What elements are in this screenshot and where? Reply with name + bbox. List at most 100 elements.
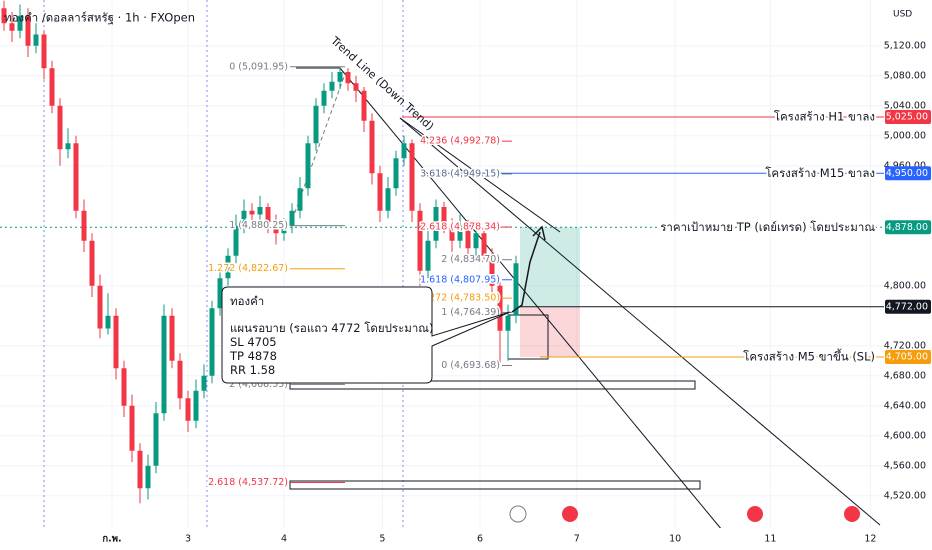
candle-body	[433, 207, 439, 241]
fib-trend	[289, 73, 346, 227]
candle-body	[249, 210, 255, 215]
event-icon[interactable]	[562, 506, 578, 522]
x-tick-label: 11	[764, 534, 776, 545]
candle-body	[353, 83, 359, 91]
candle-body	[73, 143, 79, 211]
x-tick-label: 3	[185, 534, 191, 545]
candle-body	[385, 188, 391, 211]
candle-body	[233, 225, 239, 256]
event-icon[interactable]	[747, 506, 763, 522]
fib-label: 2.618 (4,878.34)	[420, 221, 500, 232]
candle-body	[273, 222, 279, 234]
level-name: โครงสร้าง M15 ขาลง	[765, 166, 875, 180]
trend-line	[399, 117, 561, 233]
x-tick-label: 4	[281, 534, 287, 545]
candle-body	[57, 105, 63, 150]
fib-label: 2 (4,834.70)	[441, 254, 500, 265]
y-tick-label: 4,960.00	[884, 160, 926, 171]
price-label-box	[885, 110, 931, 124]
y-tick-label: 4,560.00	[884, 460, 926, 471]
y-tick-label: 4,600.00	[884, 430, 926, 441]
candle-body	[289, 210, 295, 226]
candle-body	[169, 315, 175, 361]
y-tick-label: 4,720.00	[884, 340, 926, 351]
fib-label: 0 (5,091.95)	[229, 61, 288, 72]
fib-label: 4.236 (4,992.78)	[420, 136, 500, 147]
candle-body	[449, 225, 455, 241]
event-icon[interactable]	[844, 506, 860, 522]
candle-body	[473, 233, 479, 249]
level-name: โครงสร้าง H1 ขาลง	[774, 110, 875, 124]
y-tick-label: 4,800.00	[884, 280, 926, 291]
candle-body	[305, 143, 311, 189]
candle-body	[425, 240, 431, 271]
candle-body	[97, 285, 103, 329]
candle-body	[217, 278, 223, 309]
candle-body	[177, 360, 183, 399]
fib-label: 1.618 (4,807.95)	[420, 274, 500, 285]
zones	[520, 227, 580, 357]
chart-title: ทองคำ /ดอลลาร์สหรัฐ · 1h · FXOpen	[4, 11, 195, 25]
candle-body	[417, 210, 423, 271]
note-line: SL 4705	[230, 335, 277, 349]
candle-body	[129, 405, 135, 451]
candle-body	[265, 207, 271, 222]
y-tick-label: 5,000.00	[884, 130, 926, 141]
time-axis	[0, 528, 932, 550]
candle-body	[89, 240, 95, 286]
note-line: RR 1.58	[230, 363, 275, 377]
fib-label: 0 (4,693.68)	[441, 360, 500, 371]
event-icon[interactable]	[509, 505, 527, 523]
x-tick-label: 7	[574, 534, 580, 545]
candle-body	[201, 375, 207, 391]
price-label: 4,950.00	[886, 168, 928, 179]
currency: USD	[893, 10, 912, 20]
candle-body	[9, 23, 15, 31]
x-tick-label: ก.พ.	[102, 534, 121, 545]
candle-body	[361, 90, 367, 121]
candle-body	[481, 233, 487, 256]
fib-label: 1.272 (4,783.50)	[420, 293, 500, 304]
price-label: 5,025.00	[886, 112, 928, 123]
candle-body	[33, 34, 39, 46]
x-tick-label: 5	[379, 534, 385, 545]
candle-body	[313, 105, 319, 144]
candle-body	[41, 34, 47, 69]
note-box	[221, 286, 511, 384]
candle-body	[281, 225, 287, 234]
candle-body	[345, 72, 351, 84]
tp-zone	[520, 227, 580, 307]
candles	[1, 0, 519, 504]
price-label-box	[885, 220, 931, 235]
sl-zone	[520, 306, 580, 357]
candle-body	[321, 90, 327, 106]
x-tick-label: 12	[864, 534, 876, 545]
candle-body	[329, 81, 335, 91]
candle-body	[137, 450, 143, 489]
y-tick-label: 5,040.00	[884, 100, 926, 111]
y-tick-label: 4,520.00	[884, 490, 926, 501]
candle-body	[161, 315, 167, 414]
candle-body	[337, 72, 343, 82]
candle-body	[457, 225, 463, 241]
candle-body	[193, 390, 199, 421]
plan-arrow	[511, 231, 541, 313]
fib-label: 1 (4,880.25)	[229, 220, 288, 231]
candle-body	[209, 308, 215, 376]
fib-label: 3.618 (4,949.15)	[420, 168, 500, 179]
price-label: 4,705.00	[886, 352, 928, 363]
candle-body	[65, 143, 71, 150]
candle-body	[409, 143, 415, 211]
zone-box	[289, 380, 696, 390]
y-tick-label: 5,080.00	[884, 70, 926, 81]
candle-body	[377, 173, 383, 211]
level-name: ราคาเป้าหมาย TP (เดย์เทรด) โดยประมาณ	[660, 220, 875, 234]
candle-body	[225, 255, 231, 279]
price-label-box	[885, 350, 931, 364]
fib-label: 1 (4,764.39)	[441, 307, 500, 318]
note-line: TP 4878	[229, 349, 277, 363]
candle-body	[113, 315, 119, 369]
candle-body	[81, 210, 87, 241]
